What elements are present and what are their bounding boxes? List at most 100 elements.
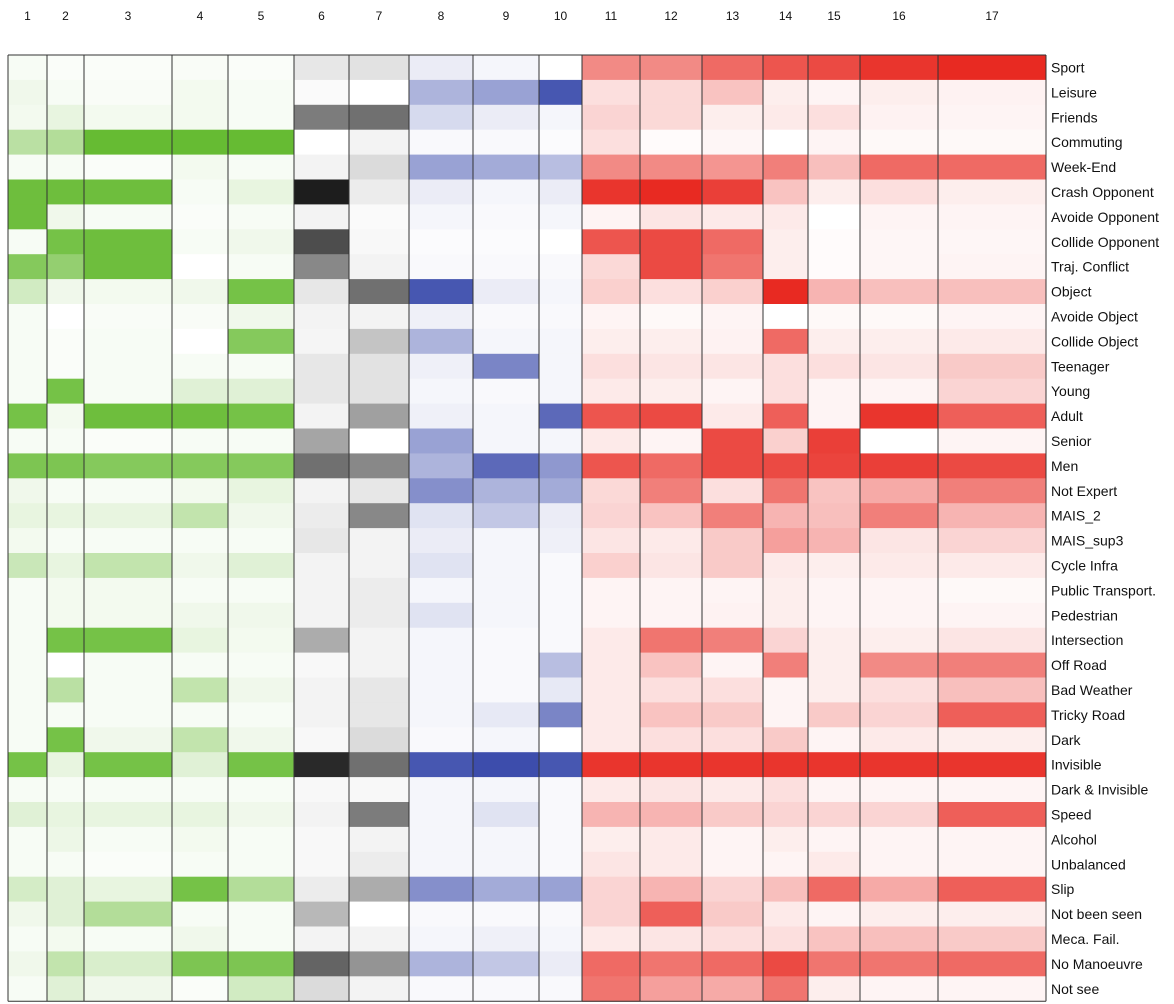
heatmap-cell <box>8 702 47 728</box>
heatmap-cell <box>8 976 47 1002</box>
heatmap-cell <box>640 328 702 355</box>
heatmap-cell <box>349 926 409 952</box>
heatmap-cell <box>582 55 640 81</box>
heatmap-cell <box>763 553 808 579</box>
heatmap-cell <box>808 702 860 728</box>
heatmap-cell <box>409 553 473 579</box>
heatmap-cell <box>763 901 808 928</box>
row-label: Friends <box>1051 109 1098 125</box>
heatmap-cell <box>702 602 763 629</box>
row-label: Sport <box>1051 59 1085 75</box>
heatmap-cell <box>8 602 47 629</box>
heatmap-cell <box>349 553 409 579</box>
heatmap-cell <box>349 403 409 430</box>
heatmap-cell <box>172 851 228 878</box>
heatmap-cell <box>539 453 582 479</box>
heatmap-cell <box>172 777 228 803</box>
heatmap-cell <box>539 752 582 778</box>
heatmap-cell <box>938 229 1046 255</box>
heatmap-cell <box>47 254 84 280</box>
heatmap-cell <box>349 528 409 554</box>
heatmap-cell <box>409 478 473 504</box>
heatmap-cell <box>294 727 349 753</box>
heatmap-cell <box>47 826 84 853</box>
heatmap-cell <box>84 304 172 330</box>
heatmap-cell <box>582 752 640 778</box>
heatmap-cell <box>582 553 640 579</box>
heatmap-cell <box>8 204 47 230</box>
heatmap-cell <box>409 777 473 803</box>
heatmap-cell <box>763 727 808 753</box>
heatmap-cell <box>473 154 539 181</box>
heatmap-cell <box>172 279 228 305</box>
heatmap-cell <box>938 702 1046 728</box>
heatmap-cell <box>808 777 860 803</box>
heatmap-cell <box>808 627 860 654</box>
column-label-2: 2 <box>62 9 69 23</box>
heatmap-cell <box>409 229 473 255</box>
heatmap-cell <box>172 553 228 579</box>
heatmap-cell <box>84 752 172 778</box>
heatmap-cell <box>763 279 808 305</box>
heatmap-cell <box>702 353 763 380</box>
heatmap-cell <box>860 702 938 728</box>
heatmap-cell <box>702 702 763 728</box>
heatmap-cell <box>47 304 84 330</box>
heatmap-cell <box>702 826 763 853</box>
heatmap-cell <box>409 179 473 205</box>
heatmap-cell <box>294 951 349 977</box>
heatmap-cell <box>539 528 582 554</box>
heatmap-cell <box>228 826 294 853</box>
heatmap-cell <box>172 204 228 230</box>
heatmap-cell <box>349 229 409 255</box>
column-label-11: 11 <box>605 9 618 23</box>
row-label: Avoide Opponent <box>1051 209 1159 225</box>
heatmap-cell <box>702 229 763 255</box>
heatmap-cell <box>172 179 228 205</box>
heatmap-cell <box>172 951 228 977</box>
heatmap-cell <box>539 328 582 355</box>
heatmap-cell <box>8 677 47 703</box>
heatmap-cell <box>47 677 84 703</box>
heatmap-cell <box>47 577 84 604</box>
heatmap-cell <box>172 627 228 654</box>
heatmap-cell <box>763 702 808 728</box>
column-label-12: 12 <box>664 9 678 23</box>
heatmap-cell <box>640 876 702 903</box>
row-label: Pedestrian <box>1051 607 1118 623</box>
heatmap-cell <box>808 876 860 903</box>
heatmap-cell <box>808 254 860 280</box>
heatmap-cell <box>409 951 473 977</box>
heatmap-cell <box>8 428 47 454</box>
heatmap-cell <box>349 727 409 753</box>
heatmap-cell <box>409 353 473 380</box>
row-label: Week-End <box>1051 159 1116 175</box>
heatmap-cell <box>8 826 47 853</box>
heatmap-cell <box>860 528 938 554</box>
heatmap-cell <box>349 154 409 181</box>
heatmap-cell <box>702 727 763 753</box>
heatmap-cell <box>473 478 539 504</box>
heatmap-cell <box>294 876 349 903</box>
heatmap-cell <box>860 752 938 778</box>
heatmap-cell <box>860 652 938 679</box>
heatmap-cell <box>84 727 172 753</box>
heatmap-cell <box>409 304 473 330</box>
heatmap-cell <box>539 826 582 853</box>
heatmap-cell <box>228 702 294 728</box>
heatmap-cell <box>539 602 582 629</box>
heatmap-cell <box>8 154 47 181</box>
heatmap-cell <box>84 577 172 604</box>
heatmap-cell <box>47 55 84 81</box>
heatmap-cell <box>808 752 860 778</box>
heatmap-cell <box>8 926 47 952</box>
row-label: Object <box>1051 284 1092 300</box>
heatmap-cell <box>582 353 640 380</box>
heatmap-cell <box>172 926 228 952</box>
heatmap-cell <box>172 752 228 778</box>
heatmap-cell <box>640 378 702 405</box>
heatmap-cell <box>640 553 702 579</box>
heatmap-cell <box>349 304 409 330</box>
heatmap-cell <box>228 129 294 156</box>
heatmap-cell <box>47 901 84 928</box>
